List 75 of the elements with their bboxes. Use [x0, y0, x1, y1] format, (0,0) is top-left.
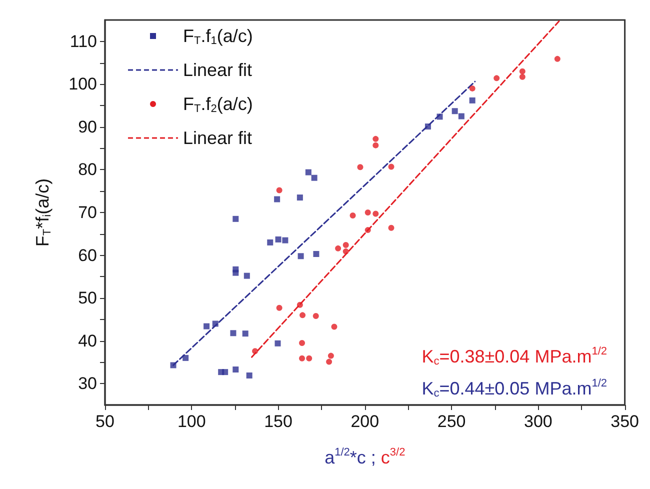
y-tick-label: 110 — [70, 32, 97, 51]
x-tick-label: 150 — [264, 412, 292, 431]
y-tick-label: 30 — [78, 374, 97, 394]
point — [313, 250, 320, 257]
point — [519, 68, 526, 74]
point — [299, 340, 306, 346]
y-tick-label: 100 — [68, 74, 97, 94]
point — [312, 313, 319, 320]
point — [364, 227, 371, 234]
point — [232, 366, 239, 372]
point — [274, 340, 281, 346]
point — [335, 245, 342, 252]
point — [326, 358, 332, 365]
point — [212, 320, 218, 327]
x-tick-label: 200 — [350, 412, 380, 431]
point — [350, 212, 356, 218]
point — [424, 124, 431, 130]
point — [300, 312, 306, 318]
point — [232, 270, 239, 276]
x-tick-label: 350 — [610, 412, 640, 431]
y-tick-label: 90 — [78, 117, 97, 136]
x-tick-label: 300 — [524, 412, 552, 431]
point — [244, 272, 250, 279]
point — [267, 239, 274, 246]
point — [494, 75, 500, 82]
point — [372, 142, 379, 148]
y-tick-label: 50 — [78, 288, 97, 308]
point — [274, 196, 280, 202]
point — [372, 210, 379, 217]
point — [222, 369, 228, 376]
point — [554, 56, 560, 62]
point — [519, 74, 526, 80]
point — [436, 114, 443, 120]
point — [299, 355, 306, 362]
point — [170, 362, 176, 368]
y-tick-label: 70 — [78, 203, 97, 222]
legend-label: Linear fit — [183, 128, 252, 148]
point — [276, 304, 282, 311]
point — [242, 330, 248, 337]
point — [282, 237, 288, 244]
point — [305, 169, 312, 176]
point — [232, 216, 239, 222]
point — [296, 194, 303, 201]
point — [204, 323, 210, 330]
y-axis-title: FT*fi(a/c) — [32, 178, 54, 247]
x-tick-label: 100 — [177, 412, 206, 431]
point — [388, 224, 394, 231]
legend-label: Linear fit — [183, 60, 252, 80]
x-tick-label: 250 — [437, 412, 466, 431]
point — [458, 113, 464, 120]
y-tick-label: 80 — [78, 160, 97, 180]
point — [311, 174, 318, 181]
point — [182, 354, 189, 361]
point — [388, 164, 394, 170]
point — [469, 97, 476, 104]
point — [342, 248, 349, 254]
point — [298, 253, 304, 260]
point — [276, 187, 282, 194]
point — [306, 355, 312, 362]
point — [296, 302, 303, 308]
point — [230, 330, 236, 336]
point — [328, 352, 334, 359]
y-tick-label: 60 — [78, 246, 97, 265]
point — [342, 242, 349, 248]
x-tick-label: 50 — [96, 412, 114, 431]
point — [331, 324, 338, 330]
point — [364, 210, 371, 216]
y-tick-label: 40 — [78, 331, 97, 350]
point — [275, 236, 282, 242]
point — [372, 136, 379, 142]
point — [469, 85, 476, 92]
point — [246, 372, 252, 378]
point — [452, 108, 458, 114]
point — [357, 164, 364, 170]
point — [252, 348, 258, 354]
